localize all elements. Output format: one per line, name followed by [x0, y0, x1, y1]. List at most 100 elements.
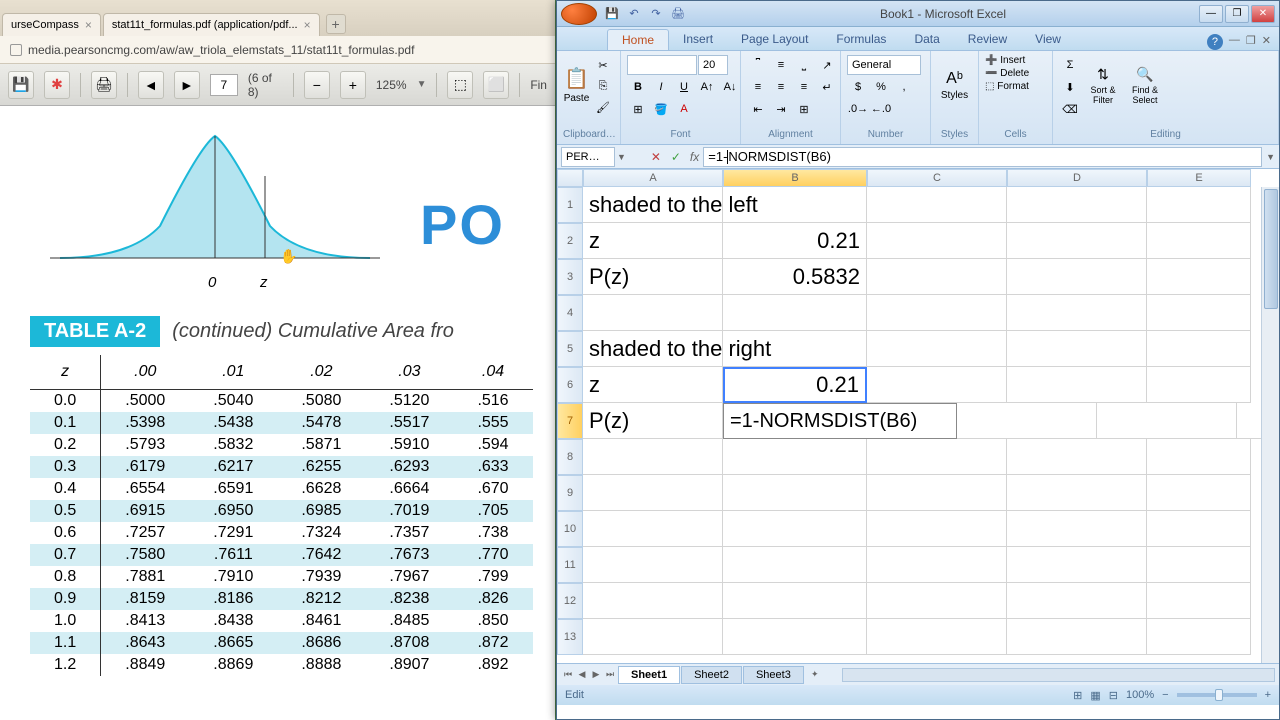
currency-icon[interactable]: $ — [847, 77, 869, 97]
name-box[interactable]: PER… — [561, 147, 615, 167]
row-header-7[interactable]: 7 — [557, 403, 583, 439]
format-button[interactable]: ⬚ Format — [985, 81, 1029, 92]
align-center-icon[interactable]: ≡ — [770, 77, 792, 97]
sort-filter-button[interactable]: ⇅ Sort & Filter — [1083, 55, 1123, 115]
cell-A2[interactable]: z — [583, 223, 723, 259]
row-header-9[interactable]: 9 — [557, 475, 583, 511]
cell-E13[interactable] — [1147, 619, 1251, 655]
align-middle-icon[interactable]: ≡ — [770, 55, 792, 75]
cell-E2[interactable] — [1147, 223, 1251, 259]
print-icon[interactable]: 🖨 — [91, 71, 117, 99]
row-header-11[interactable]: 11 — [557, 547, 583, 583]
cell-A8[interactable] — [583, 439, 723, 475]
ribbon-tab-data[interactable]: Data — [900, 29, 953, 50]
wrap-text-icon[interactable]: ↵ — [816, 77, 838, 97]
select-all-corner[interactable] — [557, 169, 583, 187]
next-sheet-icon[interactable]: ▶ — [589, 667, 603, 683]
row-header-10[interactable]: 10 — [557, 511, 583, 547]
cell-A5[interactable]: shaded to the right — [583, 331, 723, 367]
column-header-C[interactable]: C — [867, 169, 1007, 187]
cell-C1[interactable] — [867, 187, 1007, 223]
orientation-icon[interactable]: ↗ — [816, 55, 838, 75]
sheet-tab-sheet3[interactable]: Sheet3 — [743, 666, 804, 684]
new-tab-button[interactable]: + — [326, 14, 346, 34]
cell-C5[interactable] — [867, 331, 1007, 367]
zoom-in-icon[interactable]: + — [340, 71, 366, 99]
cell-D9[interactable] — [1007, 475, 1147, 511]
cell-D2[interactable] — [1007, 223, 1147, 259]
fx-icon[interactable]: fx — [686, 150, 703, 164]
cell-A11[interactable] — [583, 547, 723, 583]
cell-A9[interactable] — [583, 475, 723, 511]
cell-E11[interactable] — [1147, 547, 1251, 583]
new-sheet-icon[interactable]: ✦ — [808, 667, 822, 683]
last-sheet-icon[interactable]: ⏭ — [603, 667, 617, 683]
align-left-icon[interactable]: ≡ — [747, 77, 769, 97]
merge-icon[interactable]: ⊞ — [793, 99, 815, 119]
cell-D13[interactable] — [1007, 619, 1147, 655]
chevron-down-icon[interactable]: ▼ — [1262, 152, 1279, 162]
shrink-font-icon[interactable]: A↓ — [719, 77, 741, 97]
cell-B4[interactable] — [723, 295, 867, 331]
zoom-slider[interactable] — [1177, 693, 1257, 697]
vertical-scrollbar[interactable] — [1261, 187, 1279, 663]
cell-A3[interactable]: P(z) — [583, 259, 723, 295]
cell-B6[interactable]: 0.21 — [723, 367, 867, 403]
align-right-icon[interactable]: ≡ — [793, 77, 815, 97]
row-header-4[interactable]: 4 — [557, 295, 583, 331]
fill-icon[interactable]: ⬇ — [1059, 77, 1081, 97]
minimize-ribbon-icon[interactable]: — — [1229, 34, 1240, 50]
close-icon[interactable]: × — [304, 18, 311, 32]
cell-C11[interactable] — [867, 547, 1007, 583]
row-header-12[interactable]: 12 — [557, 583, 583, 619]
fit-page-icon[interactable]: ⬚ — [447, 71, 473, 99]
office-button[interactable] — [561, 3, 597, 25]
cancel-icon[interactable]: ✕ — [646, 147, 666, 167]
ribbon-tab-formulas[interactable]: Formulas — [822, 29, 900, 50]
save-icon[interactable]: 💾 — [603, 5, 621, 23]
cell-A13[interactable] — [583, 619, 723, 655]
zoom-in-icon[interactable]: + — [1265, 689, 1271, 701]
cell-D4[interactable] — [1007, 295, 1147, 331]
row-header-6[interactable]: 6 — [557, 367, 583, 403]
fill-color-icon[interactable]: 🪣 — [650, 99, 672, 119]
cell-E8[interactable] — [1147, 439, 1251, 475]
ribbon-tab-review[interactable]: Review — [954, 29, 1021, 50]
row-header-8[interactable]: 8 — [557, 439, 583, 475]
sheet-tab-sheet1[interactable]: Sheet1 — [618, 666, 680, 684]
decrease-indent-icon[interactable]: ⇤ — [747, 99, 769, 119]
font-size-combo[interactable]: 20 — [698, 55, 728, 75]
cell-E12[interactable] — [1147, 583, 1251, 619]
cell-C13[interactable] — [867, 619, 1007, 655]
cell-C3[interactable] — [867, 259, 1007, 295]
row-header-1[interactable]: 1 — [557, 187, 583, 223]
row-header-3[interactable]: 3 — [557, 259, 583, 295]
autosum-icon[interactable]: Σ — [1059, 55, 1081, 75]
cell-D8[interactable] — [1007, 439, 1147, 475]
cell-B7[interactable]: =1-NORMSDIST(B6) — [723, 403, 957, 439]
cell-C10[interactable] — [867, 511, 1007, 547]
delete-button[interactable]: ➖ Delete — [985, 68, 1029, 79]
cell-C9[interactable] — [867, 475, 1007, 511]
cell-E10[interactable] — [1147, 511, 1251, 547]
close-icon[interactable]: × — [85, 18, 92, 32]
spreadsheet-grid[interactable]: ABCDE 12345678910111213 shaded to the le… — [557, 169, 1279, 663]
adobe-icon[interactable]: ✱ — [44, 71, 70, 99]
decrease-decimal-icon[interactable]: ←.0 — [870, 99, 892, 119]
italic-icon[interactable]: I — [650, 77, 672, 97]
chevron-down-icon[interactable]: ▼ — [615, 152, 628, 162]
increase-indent-icon[interactable]: ⇥ — [770, 99, 792, 119]
scrollbar-thumb[interactable] — [1264, 189, 1278, 309]
format-painter-icon[interactable]: 🖌 — [592, 97, 614, 117]
minimize-button[interactable]: — — [1199, 5, 1223, 23]
print-icon[interactable]: 🖨 — [669, 5, 687, 23]
zoom-percent[interactable]: 100% — [1126, 689, 1154, 701]
row-header-2[interactable]: 2 — [557, 223, 583, 259]
column-header-A[interactable]: A — [583, 169, 723, 187]
row-header-5[interactable]: 5 — [557, 331, 583, 367]
horizontal-scrollbar[interactable] — [842, 668, 1275, 682]
cell-A7[interactable]: P(z) — [583, 403, 723, 439]
excel-titlebar[interactable]: 💾 ↶ ↷ 🖨 Book1 - Microsoft Excel — ❐ ✕ — [557, 1, 1279, 27]
view-normal-icon[interactable]: ⊞ — [1073, 689, 1082, 702]
cell-E5[interactable] — [1147, 331, 1251, 367]
